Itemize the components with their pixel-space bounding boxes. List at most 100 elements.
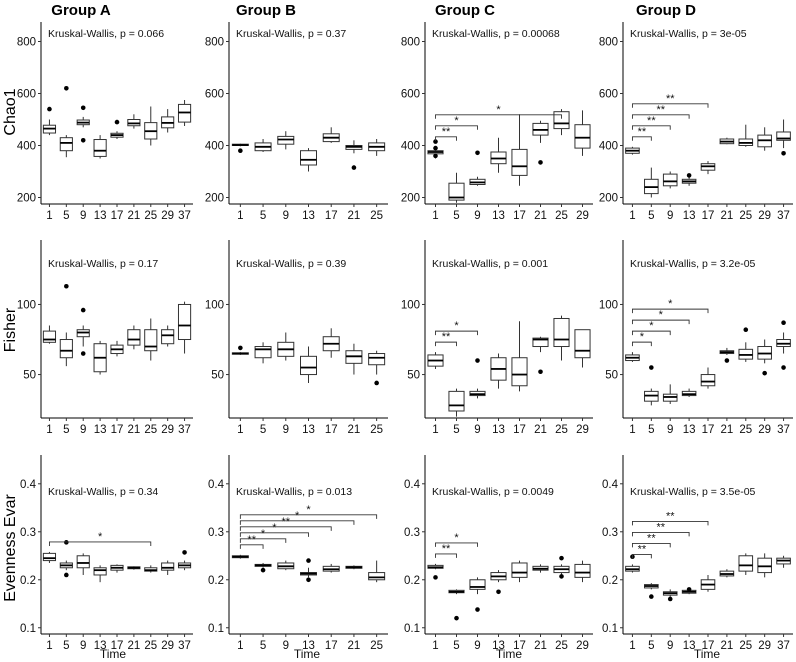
- y-tick-label: 0.1: [208, 623, 224, 635]
- box-17: [322, 328, 340, 358]
- bracket-line: [435, 330, 478, 336]
- x-tick-label: 25: [555, 640, 568, 652]
- y-tick-label: 50: [605, 370, 618, 382]
- y-tick-label: 100: [401, 299, 420, 311]
- box-25: [738, 553, 754, 575]
- x-axis-title-b: Time: [294, 647, 321, 661]
- box-iqr: [574, 329, 591, 359]
- significance-label: *: [496, 104, 501, 116]
- box-21: [719, 347, 735, 355]
- box-21: [127, 114, 141, 129]
- outlier-point: [64, 572, 69, 578]
- significance-label: **: [638, 126, 647, 138]
- significance-bracket: *: [435, 320, 478, 336]
- box-13: [300, 346, 317, 383]
- x-tick-label: 5: [648, 210, 654, 222]
- box-29: [161, 560, 175, 575]
- box-1: [427, 352, 444, 369]
- x-tick-label: 5: [648, 424, 654, 436]
- box-iqr: [368, 572, 386, 581]
- outlier-point: [80, 307, 86, 313]
- x-tick-label: 25: [739, 424, 752, 436]
- x-tick-label: 9: [80, 424, 86, 436]
- row-label-evenness: Evenness Evar: [2, 494, 19, 602]
- bracket-line: [239, 532, 309, 537]
- box-iqr: [511, 148, 528, 176]
- outlier-point: [64, 283, 69, 289]
- significance-label: **: [638, 543, 647, 555]
- y-tick-label: 50: [23, 370, 36, 382]
- box-1: [625, 564, 640, 573]
- bracket-line: [239, 514, 378, 519]
- kruskal-wallis-label: Kruskal-Wallis, p = 0.39: [236, 258, 346, 270]
- kruskal-wallis-label: Kruskal-Wallis, p = 0.013: [236, 486, 352, 498]
- box-9: [469, 388, 486, 399]
- box-5: [254, 562, 272, 568]
- box-1: [427, 563, 444, 570]
- outlier-point: [538, 369, 543, 375]
- bracket-line: [435, 542, 478, 547]
- box-25: [553, 109, 570, 136]
- box-iqr: [700, 374, 716, 387]
- x-tick-label: 25: [144, 424, 157, 436]
- row-label-fisher: Fisher: [2, 307, 19, 352]
- x-tick-label: 5: [260, 424, 266, 436]
- significance-bracket: **: [631, 115, 671, 130]
- x-tick-label: 21: [720, 424, 733, 436]
- box-iqr: [59, 137, 73, 152]
- x-tick-label: 13: [683, 640, 696, 652]
- box-9: [277, 332, 295, 361]
- kruskal-wallis-label: Kruskal-Wallis, p = 0.066: [48, 28, 164, 40]
- x-tick-label: 13: [94, 210, 107, 222]
- box-1: [625, 352, 640, 362]
- box-iqr: [574, 563, 591, 578]
- kruskal-wallis-label: Kruskal-Wallis, p = 0.34: [48, 486, 158, 498]
- box-17: [110, 131, 124, 139]
- significance-bracket: **: [631, 532, 671, 548]
- y-tick-label: 0.2: [20, 575, 36, 587]
- x-tick-label: 17: [513, 424, 526, 436]
- outlier-point: [475, 358, 480, 363]
- x-tick-label: 13: [683, 210, 696, 222]
- y-tick-label: 0.2: [404, 575, 420, 587]
- y-tick-label: 100: [205, 299, 224, 311]
- box-9: [76, 553, 90, 575]
- outlier-point: [64, 86, 69, 91]
- group-title-c: Group C: [435, 2, 495, 19]
- box-5: [448, 589, 465, 595]
- panel-group-b-row-1: 50 100 1 5 9 13 17 21 25 Kruskal-Wallis, p = 0.39: [205, 240, 388, 436]
- box-iqr: [757, 557, 772, 574]
- bracket-line: [631, 341, 652, 347]
- box-iqr: [662, 173, 678, 187]
- box-17: [700, 574, 716, 592]
- significance-label: **: [647, 115, 656, 127]
- significance-bracket: *: [631, 320, 671, 336]
- x-tick-label: 1: [629, 424, 635, 436]
- outlier-point: [538, 160, 543, 165]
- y-tick-label: 600: [599, 89, 618, 101]
- panel-group-a-row-0: 200 400 600 800 1 5 9 13 17 21 25 29 37 Kruskal-Walli…: [17, 22, 193, 222]
- box-17: [700, 367, 716, 389]
- outlier-point: [306, 577, 311, 583]
- x-tick-label: 29: [576, 424, 589, 436]
- x-tick-label: 17: [111, 640, 124, 652]
- box-21: [127, 325, 141, 350]
- x-tick-label: 29: [161, 640, 174, 652]
- box-21: [532, 120, 549, 143]
- significance-label: *: [272, 522, 277, 534]
- significance-bracket: **: [239, 534, 264, 549]
- box-25: [368, 139, 386, 156]
- x-tick-label: 17: [325, 424, 338, 436]
- x-tick-label: 25: [144, 640, 157, 652]
- x-tick-label: 1: [237, 640, 243, 652]
- box-21: [719, 569, 735, 578]
- significance-label: **: [666, 93, 675, 105]
- x-tick-label: 17: [325, 640, 338, 652]
- bracket-line: [48, 541, 152, 546]
- panel-group-d-row-2: 0.1 0.2 0.3 0.4 1 5 9 13 17 21 25 29 37 Kruskal-Walli…: [602, 455, 793, 652]
- box-9: [76, 116, 90, 128]
- x-tick-label: 29: [758, 424, 771, 436]
- box-29: [574, 110, 591, 156]
- box-5: [644, 167, 659, 198]
